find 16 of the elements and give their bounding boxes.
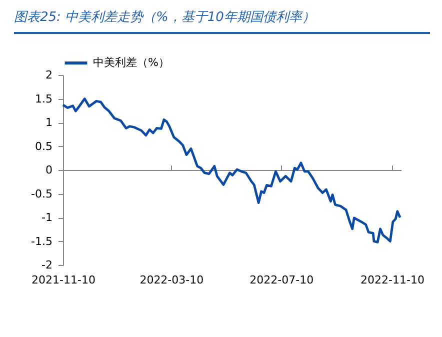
x-tick-label: 2022-03-10	[140, 274, 204, 286]
y-tick-label: -1.5	[31, 234, 52, 248]
y-tick-label: 1	[46, 116, 52, 129]
y-tick-label: 1.5	[35, 92, 52, 106]
line-series	[62, 98, 402, 244]
y-tick-label: 0	[46, 164, 52, 176]
chart-title: 图表25: 中美利差走势（%，基于10年期国债利率）	[14, 8, 430, 34]
y-tick-label: 0.5	[35, 140, 52, 153]
x-tick-label: 2021-11-10	[32, 274, 96, 286]
legend-label: 中美利差（%）	[93, 56, 170, 69]
y-tick-label: -1	[42, 211, 52, 224]
x-tick-label: 2022-11-10	[360, 274, 424, 286]
y-tick-label: -0.5	[31, 187, 52, 200]
y-tick-label: 2	[46, 68, 52, 82]
x-tick-label: 2022-07-10	[250, 274, 314, 286]
y-tick-label: -2	[42, 258, 52, 272]
